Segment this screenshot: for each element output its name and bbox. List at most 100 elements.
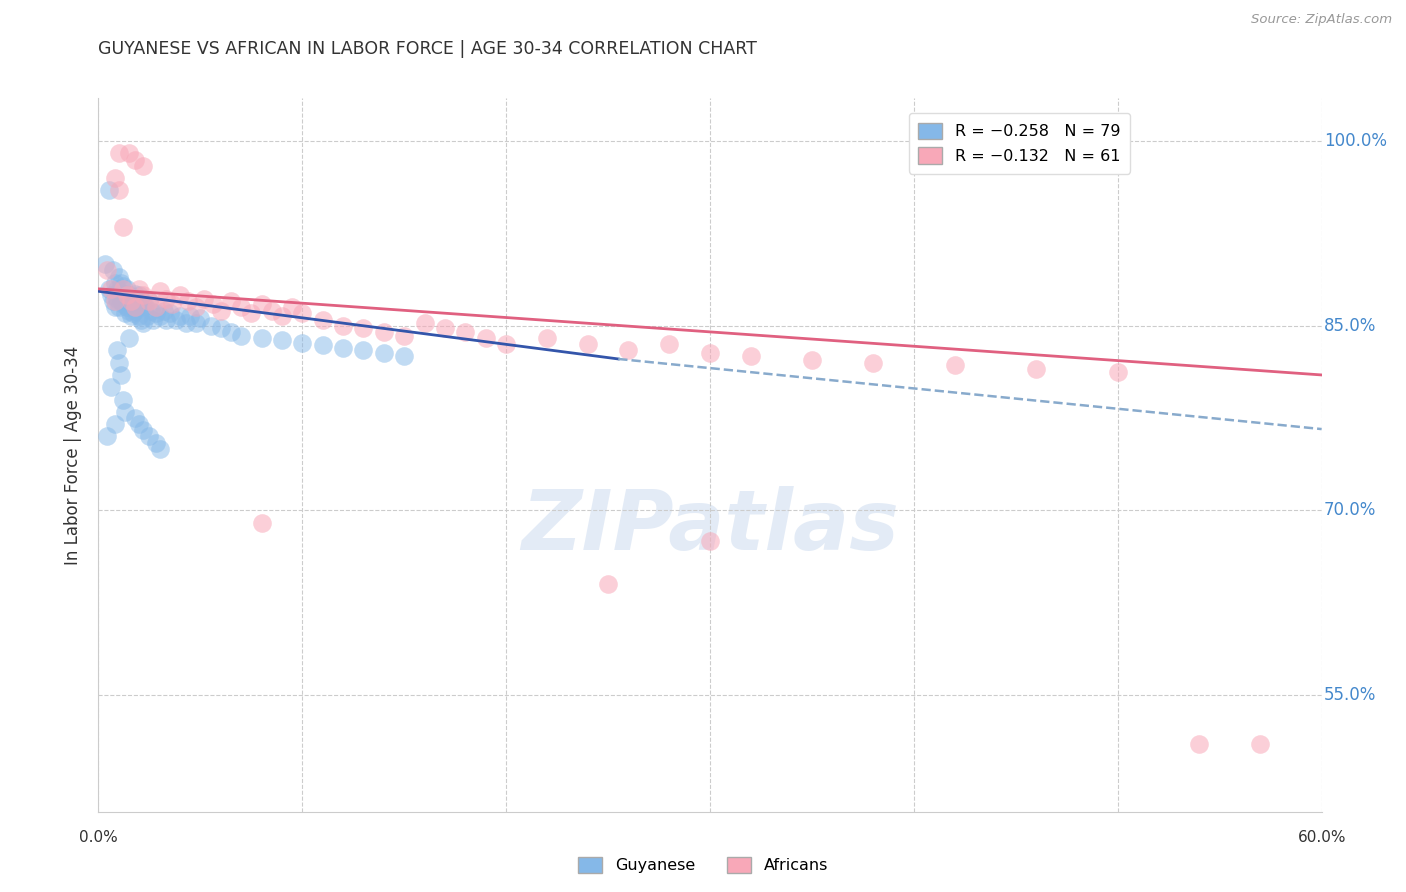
Point [132,423,155,437]
Point [122,290,145,304]
Point [219,325,242,339]
Text: 100.0%: 100.0% [1324,132,1388,150]
Point [141,304,163,318]
Point [104,171,127,186]
Point [413,316,436,330]
Point [132,159,155,173]
Point [128,417,150,432]
Point [474,331,498,345]
Point [138,294,160,309]
Point [291,306,314,320]
Point [699,346,721,360]
Point [108,146,131,161]
Text: GUYANESE VS AFRICAN IN LABOR FORCE | AGE 30-34 CORRELATION CHART: GUYANESE VS AFRICAN IN LABOR FORCE | AGE… [98,40,758,58]
Point [260,304,283,318]
Text: 55.0%: 55.0% [1324,686,1376,704]
Point [104,276,127,290]
Point [120,309,142,323]
Point [159,306,181,320]
Point [169,288,191,302]
Point [801,353,824,368]
Point [149,442,172,456]
Point [111,279,134,293]
Point [231,328,253,343]
Point [96,263,118,277]
Point [658,337,681,351]
Point [96,429,118,443]
Point [186,316,208,330]
Point [110,294,132,309]
Legend: Guyanese, Africans: Guyanese, Africans [572,850,834,880]
Point [373,346,395,360]
Point [291,335,314,350]
Point [454,325,477,339]
Point [160,296,183,310]
Point [108,269,131,284]
Point [101,263,124,277]
Point [114,306,136,320]
Point [100,282,122,296]
Point [127,294,149,309]
Point [392,350,416,364]
Point [149,309,172,323]
Y-axis label: In Labor Force | Age 30-34: In Labor Force | Age 30-34 [65,345,83,565]
Point [100,380,122,394]
Point [132,316,155,330]
Point [699,534,721,549]
Point [152,304,174,318]
Point [129,292,152,306]
Point [281,300,304,314]
Text: ZIPatlas: ZIPatlas [522,486,898,566]
Point [97,183,120,197]
Point [209,321,232,335]
Point [352,321,374,335]
Point [97,282,120,296]
Point [188,311,212,326]
Point [138,429,160,443]
Point [943,358,966,372]
Point [219,294,242,309]
Point [169,309,191,323]
Point [250,516,273,530]
Point [200,318,222,333]
Point [1249,737,1271,751]
Point [1188,737,1211,751]
Point [312,312,335,326]
Point [118,288,141,302]
Point [177,294,200,309]
Point [104,294,127,309]
Point [250,331,273,345]
Point [111,282,134,296]
Point [124,304,146,318]
Point [352,343,374,358]
Text: 70.0%: 70.0% [1324,501,1376,519]
Point [110,368,132,382]
Text: 60.0%: 60.0% [1298,830,1346,845]
Point [231,300,253,314]
Text: 0.0%: 0.0% [79,830,118,845]
Legend: R = −0.258   N = 79, R = −0.132   N = 61: R = −0.258 N = 79, R = −0.132 N = 61 [908,113,1130,174]
Point [862,356,884,370]
Point [124,411,146,425]
Point [111,220,134,235]
Point [132,288,155,302]
Point [118,331,141,345]
Point [145,300,167,314]
Point [115,282,138,296]
Point [105,343,128,358]
Point [124,300,146,314]
Point [122,306,145,320]
Point [373,325,395,339]
Point [1107,366,1129,380]
Point [104,417,127,432]
Point [270,334,294,348]
Point [312,338,335,352]
Point [1025,361,1047,376]
Point [111,392,134,407]
Point [128,282,150,296]
Point [115,288,138,302]
Point [209,304,232,318]
Point [105,292,128,306]
Point [115,300,138,314]
Point [120,294,142,309]
